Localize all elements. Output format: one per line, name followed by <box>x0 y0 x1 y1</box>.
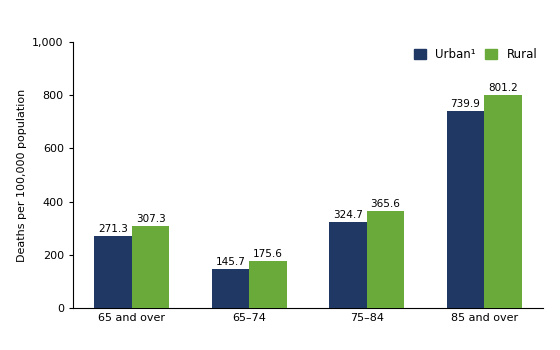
Bar <box>94 236 132 308</box>
Text: 145.7: 145.7 <box>216 257 245 267</box>
Bar <box>132 226 169 308</box>
Bar <box>484 95 522 308</box>
Bar <box>212 269 249 308</box>
Bar <box>249 261 287 308</box>
Y-axis label: Deaths per 100,000 population: Deaths per 100,000 population <box>17 88 27 262</box>
Text: 307.3: 307.3 <box>136 214 165 224</box>
Legend: Urban¹, Rural: Urban¹, Rural <box>414 48 537 61</box>
Bar <box>329 222 367 308</box>
Text: 801.2: 801.2 <box>488 83 518 93</box>
Text: 739.9: 739.9 <box>450 99 480 109</box>
Text: 175.6: 175.6 <box>253 249 283 259</box>
Text: 365.6: 365.6 <box>371 198 400 209</box>
Bar <box>367 211 404 308</box>
Text: 271.3: 271.3 <box>98 224 128 234</box>
Text: 324.7: 324.7 <box>333 210 363 219</box>
Bar <box>447 111 484 308</box>
